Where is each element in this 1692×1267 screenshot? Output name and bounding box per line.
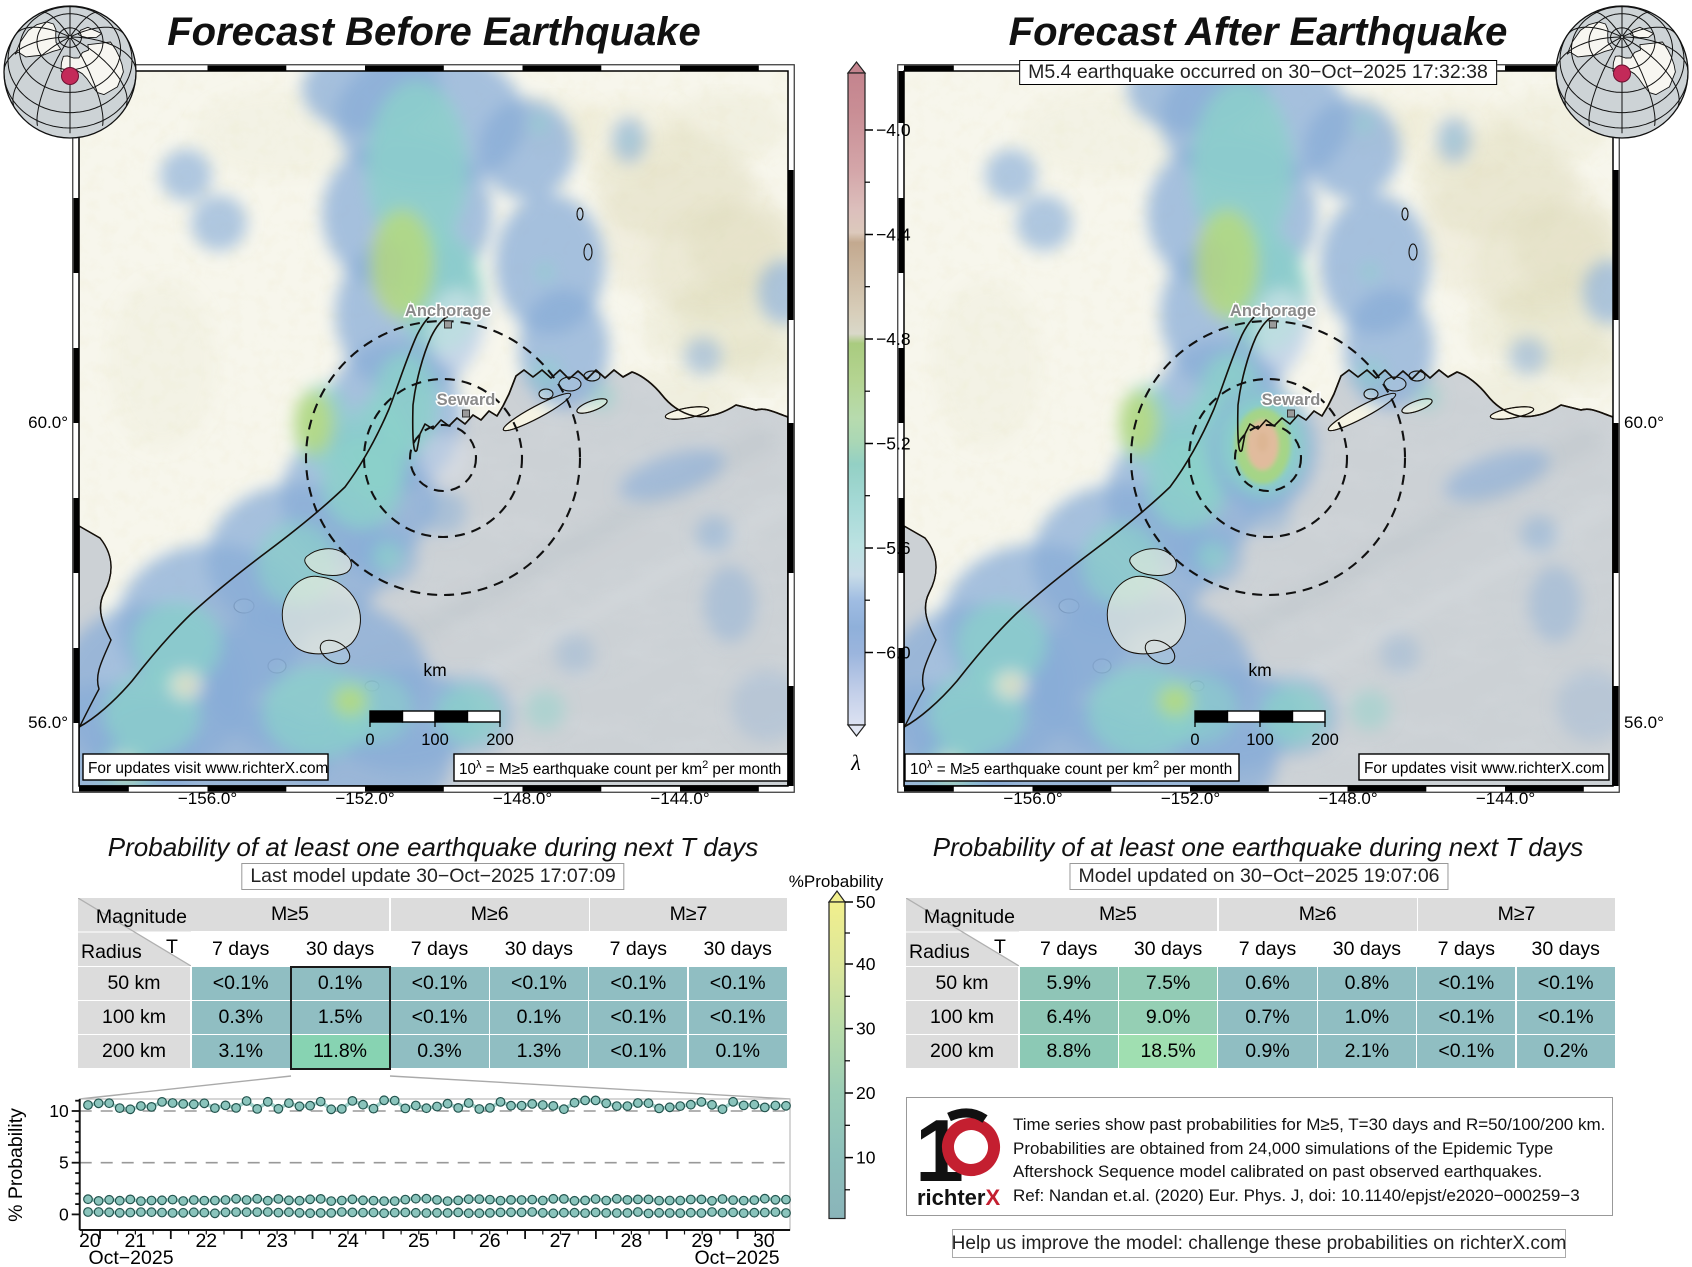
svg-text:20: 20 — [856, 1083, 876, 1103]
svg-text:−4.8: −4.8 — [876, 329, 911, 349]
svg-text:10: 10 — [856, 1148, 876, 1168]
svg-text:richterX: richterX — [917, 1185, 1000, 1210]
svg-text:1: 1 — [915, 1105, 964, 1200]
svg-text:25: 25 — [408, 1230, 430, 1252]
svg-text:%Probability: %Probability — [789, 872, 884, 891]
svg-text:27: 27 — [550, 1230, 572, 1252]
svg-text:Anchorage: Anchorage — [405, 302, 491, 320]
svg-text:21: 21 — [125, 1230, 147, 1252]
svg-text:24: 24 — [337, 1230, 359, 1252]
svg-text:−6.0: −6.0 — [876, 643, 911, 663]
svg-text:% Probability: % Probability — [5, 1108, 27, 1222]
svg-text:Radius: Radius — [81, 941, 142, 963]
svg-text:For updates visit www.richterX: For updates visit www.richterX.com — [88, 760, 328, 777]
svg-text:−4.4: −4.4 — [876, 225, 911, 245]
svg-text:22: 22 — [195, 1230, 217, 1252]
svg-text:20: 20 — [79, 1230, 101, 1252]
svg-text:30: 30 — [856, 1019, 876, 1039]
svg-text:100: 100 — [421, 731, 449, 749]
svg-text:Magnitude: Magnitude — [96, 906, 187, 928]
svg-text:For updates visit www.richterX: For updates visit www.richterX.com — [1364, 760, 1604, 777]
svg-text:10λ = M≥5 earthquake count per: 10λ = M≥5 earthquake count per km2 per m… — [459, 759, 781, 778]
svg-text:50: 50 — [856, 892, 876, 912]
svg-text:km: km — [423, 660, 446, 680]
svg-text:Oct−2025: Oct−2025 — [694, 1247, 779, 1267]
svg-text:T: T — [994, 936, 1006, 958]
svg-text:0: 0 — [59, 1204, 69, 1224]
svg-text:0: 0 — [365, 731, 374, 749]
svg-text:26: 26 — [479, 1230, 501, 1252]
svg-text:−5.2: −5.2 — [876, 434, 911, 454]
svg-text:Radius: Radius — [909, 941, 970, 963]
svg-text:5: 5 — [59, 1153, 69, 1173]
svg-text:200: 200 — [1311, 731, 1339, 749]
svg-text:−5.6: −5.6 — [876, 538, 911, 558]
svg-text:Anchorage: Anchorage — [1230, 302, 1316, 320]
svg-text:km: km — [1248, 660, 1271, 680]
svg-text:10: 10 — [49, 1101, 69, 1121]
svg-text:λ: λ — [850, 750, 861, 775]
svg-text:Oct−2025: Oct−2025 — [88, 1247, 173, 1267]
svg-text:200: 200 — [486, 731, 514, 749]
svg-text:Seward: Seward — [437, 391, 496, 409]
svg-text:30: 30 — [753, 1230, 775, 1252]
svg-text:100: 100 — [1246, 731, 1274, 749]
svg-text:T: T — [166, 936, 178, 958]
svg-text:0: 0 — [1190, 731, 1199, 749]
svg-text:23: 23 — [266, 1230, 288, 1252]
svg-text:40: 40 — [856, 954, 876, 974]
svg-text:Magnitude: Magnitude — [924, 906, 1015, 928]
svg-text:Seward: Seward — [1262, 391, 1321, 409]
svg-text:29: 29 — [691, 1230, 713, 1252]
svg-text:10λ = M≥5 earthquake count per: 10λ = M≥5 earthquake count per km2 per m… — [910, 759, 1232, 778]
svg-text:28: 28 — [621, 1230, 643, 1252]
svg-text:−4.0: −4.0 — [876, 120, 911, 140]
